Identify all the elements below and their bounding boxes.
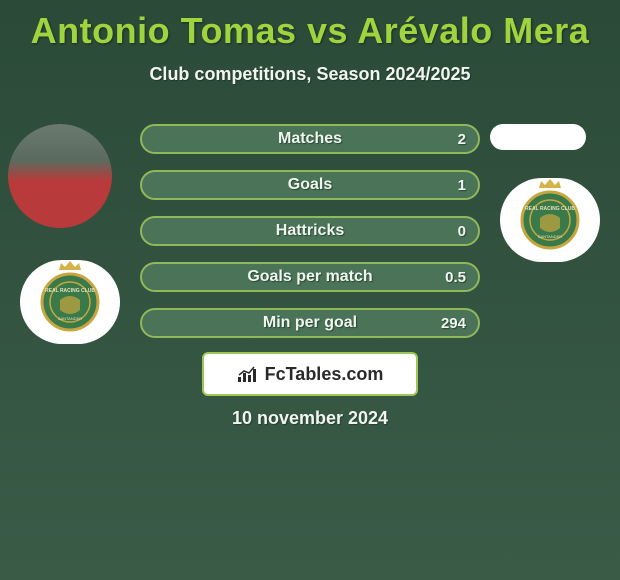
stat-label: Matches xyxy=(278,130,342,148)
page-title: Antonio Tomas vs Arévalo Mera xyxy=(0,0,620,52)
stat-label: Goals xyxy=(288,176,332,194)
club-crest-icon: REAL RACING CLUB SANTANDER xyxy=(514,184,586,256)
shield-icon: REAL RACING CLUB SANTANDER xyxy=(40,272,100,332)
shield-icon: REAL RACING CLUB SANTANDER xyxy=(520,190,580,250)
stat-value-left: 1 xyxy=(458,177,466,194)
club-crest-icon: REAL RACING CLUB SANTANDER xyxy=(34,266,106,338)
club-badge-right: REAL RACING CLUB SANTANDER xyxy=(500,178,600,262)
stat-value-left: 0 xyxy=(458,223,466,240)
date-text: 10 november 2024 xyxy=(0,408,620,429)
svg-text:SANTANDER: SANTANDER xyxy=(58,316,82,321)
subtitle: Club competitions, Season 2024/2025 xyxy=(0,64,620,85)
stat-label: Min per goal xyxy=(263,314,357,332)
crown-icon xyxy=(57,260,83,272)
svg-text:REAL RACING CLUB: REAL RACING CLUB xyxy=(45,288,95,294)
svg-text:REAL RACING CLUB: REAL RACING CLUB xyxy=(525,206,575,212)
stat-row: Goals per match 0.5 xyxy=(140,262,480,292)
stat-row: Hattricks 0 xyxy=(140,216,480,246)
stats-list: Matches 2 Goals 1 Hattricks 0 Goals per … xyxy=(140,124,480,354)
club-badge-left: REAL RACING CLUB SANTANDER xyxy=(20,260,120,344)
player-right-avatar xyxy=(490,124,586,150)
stat-row: Goals 1 xyxy=(140,170,480,200)
stat-value-left: 294 xyxy=(441,315,466,332)
crown-icon xyxy=(537,178,563,190)
stat-row: Min per goal 294 xyxy=(140,308,480,338)
stat-value-left: 0.5 xyxy=(445,269,466,286)
player-avatar-image xyxy=(8,124,112,228)
brand-text: FcTables.com xyxy=(265,364,384,385)
stat-row: Matches 2 xyxy=(140,124,480,154)
stat-label: Hattricks xyxy=(276,222,344,240)
player-left-avatar xyxy=(8,124,112,228)
stat-label: Goals per match xyxy=(247,268,372,286)
stat-value-left: 2 xyxy=(458,131,466,148)
svg-text:SANTANDER: SANTANDER xyxy=(538,234,562,239)
comparison-card: Antonio Tomas vs Arévalo Mera Club compe… xyxy=(0,0,620,580)
brand-box: FcTables.com xyxy=(202,352,418,396)
brand-chart-icon xyxy=(237,365,259,383)
